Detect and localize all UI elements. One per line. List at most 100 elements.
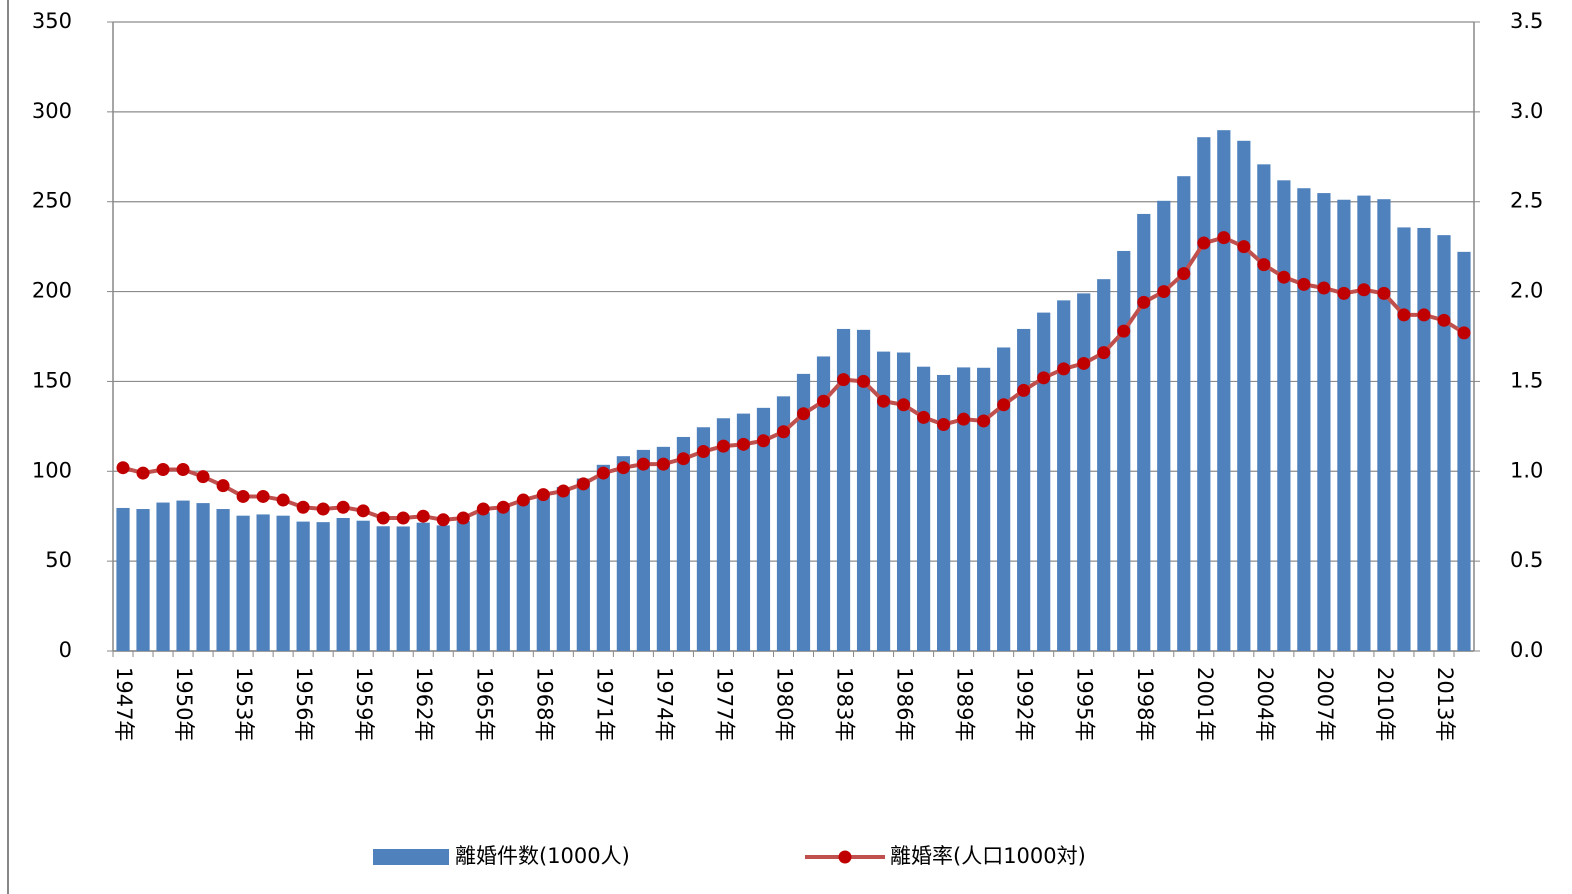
chart: 0501001502002503003500.00.51.01.52.02.53…: [0, 0, 1572, 894]
y-tick-label: 100: [32, 458, 72, 482]
line-marker: [917, 411, 930, 424]
line-marker: [697, 445, 710, 458]
line-marker: [497, 501, 510, 514]
bar: [657, 447, 670, 651]
line-marker: [797, 407, 810, 420]
line-marker: [537, 488, 550, 501]
x-tick-label: 1962年: [412, 667, 436, 741]
y-tick-label: 200: [32, 279, 72, 303]
y-tick-label: 300: [32, 99, 72, 123]
bar: [457, 521, 470, 651]
bar: [1357, 196, 1370, 651]
bar: [717, 418, 730, 651]
line-marker: [1037, 371, 1050, 384]
line-marker: [657, 458, 670, 471]
bar: [257, 514, 270, 651]
line-marker: [877, 395, 890, 408]
line-marker: [837, 373, 850, 386]
x-tick-label: 1998年: [1133, 667, 1157, 741]
y2-tick-label: 1.5: [1510, 368, 1543, 392]
line-marker: [1417, 308, 1430, 321]
bar: [557, 487, 570, 651]
line-marker: [677, 452, 690, 465]
legend-label: 離婚件数(1000人): [455, 844, 630, 868]
line-marker: [1097, 346, 1110, 359]
bar: [1077, 293, 1090, 651]
y2-tick-label: 3.0: [1510, 99, 1543, 123]
bar: [697, 427, 710, 651]
line-marker: [817, 395, 830, 408]
bar: [1317, 193, 1330, 651]
bar: [677, 437, 690, 651]
line-marker: [977, 414, 990, 427]
x-tick-label: 1977年: [712, 667, 736, 741]
line-marker: [1397, 308, 1410, 321]
bar: [1417, 228, 1430, 651]
line-marker: [1337, 287, 1350, 300]
line-marker: [857, 375, 870, 388]
bar: [1337, 200, 1350, 651]
line-marker: [777, 425, 790, 438]
line-marker: [1457, 326, 1470, 339]
bar: [417, 523, 430, 651]
bar: [917, 367, 930, 651]
x-tick-label: 1971年: [592, 667, 616, 741]
x-tick-label: 1950年: [172, 667, 196, 741]
line-marker: [217, 479, 230, 492]
bar: [897, 352, 910, 651]
x-tick-label: 1968年: [532, 667, 556, 741]
x-tick-label: 2010年: [1373, 667, 1397, 741]
line-marker: [557, 485, 570, 498]
line-marker: [1297, 278, 1310, 291]
bar: [116, 508, 129, 651]
bar: [1017, 329, 1030, 651]
x-tick-label: 1989年: [953, 667, 977, 741]
bar: [577, 478, 590, 651]
x-tick-label: 1953年: [232, 667, 256, 741]
x-tick-label: 1956年: [292, 667, 316, 741]
bar: [1177, 176, 1190, 651]
line-marker: [517, 494, 530, 507]
bar: [517, 501, 530, 651]
y2-tick-label: 2.5: [1510, 189, 1543, 213]
line-marker: [157, 463, 170, 476]
line-marker: [1217, 231, 1230, 244]
line-marker: [1137, 296, 1150, 309]
line-marker: [617, 461, 630, 474]
bar: [1237, 141, 1250, 651]
bar: [997, 347, 1010, 651]
bar: [537, 494, 550, 651]
bar: [497, 508, 510, 651]
x-tick-label: 1992年: [1013, 667, 1037, 741]
x-tick-label: 1959年: [352, 667, 376, 741]
line-marker: [457, 512, 470, 525]
line-marker: [1077, 357, 1090, 370]
bar: [637, 450, 650, 651]
legend-marker: [839, 851, 852, 864]
line-marker: [997, 398, 1010, 411]
y-tick-label: 150: [32, 368, 72, 392]
bar: [1377, 199, 1390, 651]
bar: [1397, 227, 1410, 651]
bar: [1257, 164, 1270, 651]
bar: [1097, 279, 1110, 651]
bar: [357, 521, 370, 651]
line-marker: [717, 440, 730, 453]
bar: [977, 368, 990, 651]
bar: [156, 503, 169, 651]
line-marker: [1377, 287, 1390, 300]
x-tick-label: 2004年: [1253, 667, 1277, 741]
line-marker: [177, 463, 190, 476]
bar: [1277, 180, 1290, 651]
line-marker: [637, 458, 650, 471]
bar: [1297, 188, 1310, 651]
y-tick-label: 0: [59, 638, 72, 662]
line-marker: [337, 501, 350, 514]
x-tick-label: 1980年: [772, 667, 796, 741]
line-marker: [957, 413, 970, 426]
y2-tick-label: 1.0: [1510, 458, 1543, 482]
line-marker: [317, 503, 330, 516]
line-marker: [1277, 271, 1290, 284]
bar: [1217, 130, 1230, 651]
line-marker: [577, 477, 590, 490]
